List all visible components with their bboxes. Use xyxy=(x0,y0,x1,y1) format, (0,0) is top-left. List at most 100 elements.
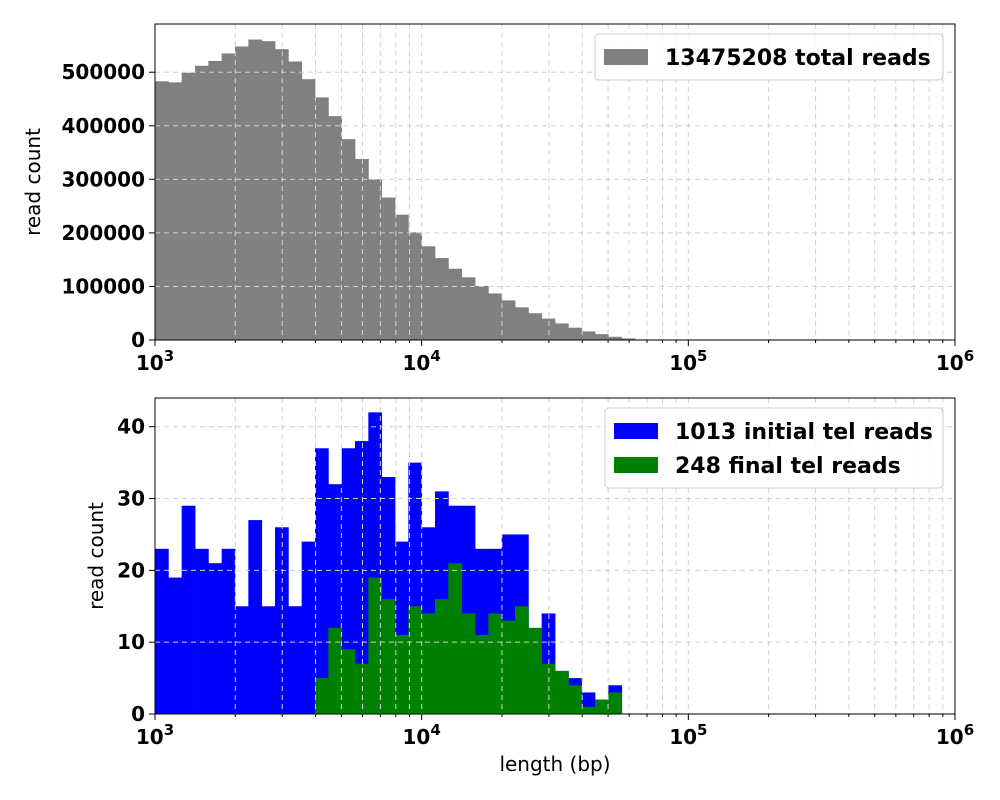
x-axis: 103 104 105 106 xyxy=(136,714,974,749)
x-axis-label: length (bp) xyxy=(499,752,610,776)
histogram-bar xyxy=(381,197,396,340)
histogram-bar xyxy=(354,663,369,714)
histogram-bar xyxy=(354,158,369,340)
y-axis: 0 10 20 30 40 xyxy=(117,415,155,726)
histogram-bar xyxy=(341,649,356,714)
grid-lines xyxy=(155,398,955,714)
legend-swatch xyxy=(614,457,658,473)
x-tick-label: 104 xyxy=(403,721,441,749)
y-tick-label: 0 xyxy=(131,328,145,352)
histogram-bar xyxy=(515,606,529,714)
histogram-bar xyxy=(315,678,329,714)
y-axis-label: read count xyxy=(84,502,108,610)
y-tick-label: 500000 xyxy=(62,60,146,84)
legend-box xyxy=(604,407,944,489)
y-tick-label: 40 xyxy=(117,415,145,439)
x-tick-label: 105 xyxy=(669,347,707,375)
y-tick-label: 300000 xyxy=(62,167,146,191)
histogram-bar xyxy=(301,79,316,341)
histogram-bar xyxy=(395,635,409,714)
histogram-bar xyxy=(248,520,263,714)
x-axis: 103 104 105 106 xyxy=(136,340,974,375)
histogram-bar xyxy=(488,293,503,340)
histogram-bar xyxy=(328,116,343,341)
histogram-bar xyxy=(515,307,529,340)
histogram-bar xyxy=(475,635,489,714)
histogram-bar xyxy=(261,41,276,340)
histogram-bar xyxy=(541,318,556,340)
histogram-bar xyxy=(435,258,449,340)
histogram-bar xyxy=(288,606,303,714)
legend-box xyxy=(594,33,944,81)
x-tick-label: 106 xyxy=(936,347,974,375)
histogram-bar xyxy=(195,548,209,714)
bottom-histogram-panel: 103 104 105 106 0 10 20 30 40 read count length (b… xyxy=(84,397,974,776)
histogram-bar xyxy=(301,541,316,714)
histogram-bar xyxy=(274,527,289,714)
histogram-bar xyxy=(621,338,636,340)
histogram-bar xyxy=(501,300,516,340)
plot-frame xyxy=(154,397,956,715)
histogram-bar xyxy=(475,285,489,340)
y-tick-label: 30 xyxy=(117,487,145,511)
legend-swatch xyxy=(604,49,648,65)
histogram-bar xyxy=(408,232,423,340)
histogram-bar xyxy=(568,685,583,714)
histogram-bar xyxy=(248,39,263,340)
histogram-bar xyxy=(555,323,569,340)
histogram-bar xyxy=(528,313,543,340)
legend: 1013 initial tel reads 248 final tel read… xyxy=(604,407,944,489)
y-tick-label: 100000 xyxy=(62,274,146,298)
histogram-bar xyxy=(461,277,476,340)
legend: 13475208 total reads xyxy=(594,33,944,81)
histogram-bar xyxy=(208,563,223,714)
x-tick-label: 105 xyxy=(669,721,707,749)
histogram-bar xyxy=(501,620,516,714)
histogram-bar xyxy=(555,670,569,714)
y-tick-label: 200000 xyxy=(62,221,146,245)
x-tick-label: 104 xyxy=(403,347,441,375)
histogram-bar xyxy=(181,505,196,714)
histogram-bar xyxy=(448,563,463,714)
histogram-bar xyxy=(581,331,596,340)
histogram-bar xyxy=(155,81,169,340)
series-0 xyxy=(155,39,663,341)
y-tick-label: 20 xyxy=(117,558,145,582)
histogram-bar xyxy=(368,179,383,340)
histogram-bar xyxy=(354,441,369,714)
histogram-bar xyxy=(595,699,609,714)
legend-entry: 13475208 total reads xyxy=(665,46,931,71)
x-tick-label: 103 xyxy=(136,721,174,749)
y-tick-label: 400000 xyxy=(62,114,146,138)
histogram-bar xyxy=(168,577,183,714)
histogram-bar xyxy=(195,65,209,340)
histogram-bar xyxy=(288,61,303,341)
histogram-bar xyxy=(181,72,196,341)
histogram-bar xyxy=(608,692,623,714)
histogram-bar xyxy=(341,139,356,340)
legend-entry: 248 final tel reads xyxy=(675,454,901,479)
histogram-bar xyxy=(568,327,583,340)
histogram-bar xyxy=(315,97,329,340)
histogram-bar xyxy=(168,82,183,340)
histogram-bar xyxy=(234,606,249,714)
plot-frame xyxy=(154,23,956,341)
histogram-bar xyxy=(608,336,623,340)
histogram-bar xyxy=(421,613,436,714)
histogram-bar xyxy=(341,448,356,714)
histogram-bar xyxy=(261,606,276,714)
histogram-bar xyxy=(208,60,223,341)
histogram-bar xyxy=(408,606,423,714)
histogram-bar xyxy=(448,268,463,340)
histogram-bar xyxy=(581,706,596,714)
y-axis-label: read count xyxy=(21,128,45,236)
histogram-bar xyxy=(421,246,436,340)
histogram-bar xyxy=(461,613,476,714)
legend-swatch xyxy=(614,423,658,439)
y-tick-label: 10 xyxy=(117,630,145,654)
histogram-bar xyxy=(274,49,289,341)
histogram-bar xyxy=(234,46,249,341)
histogram-bar xyxy=(328,627,343,714)
histogram-bar xyxy=(368,577,383,714)
